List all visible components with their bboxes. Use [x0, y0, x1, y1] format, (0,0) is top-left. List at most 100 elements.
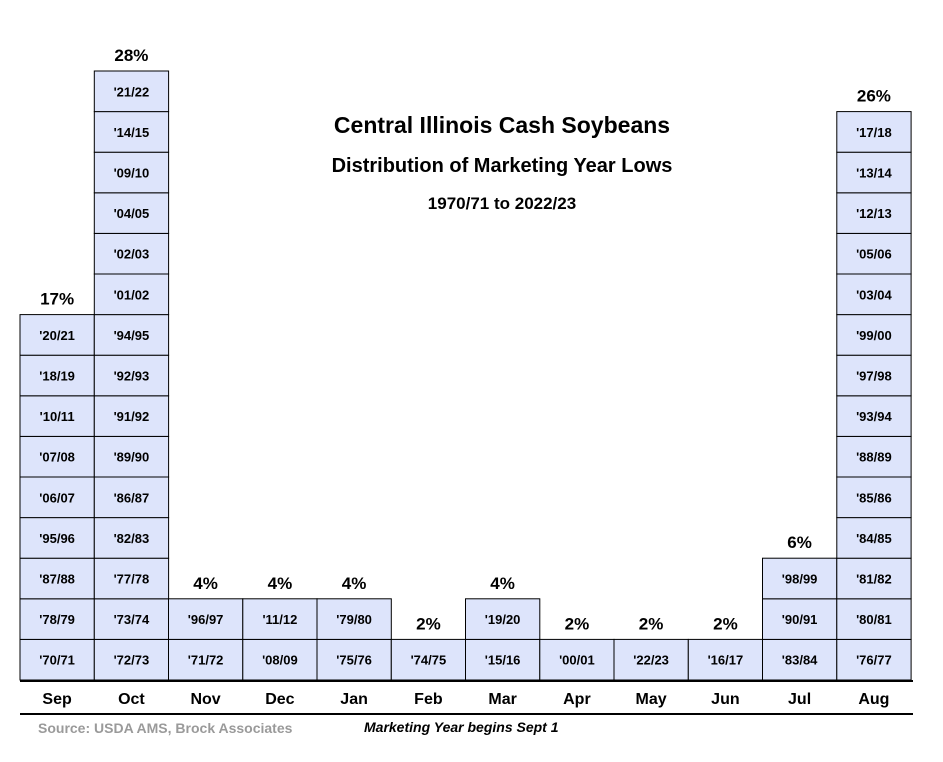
year-label: '93/94 [856, 409, 892, 424]
year-label: '17/18 [856, 125, 892, 140]
year-label: '79/80 [336, 612, 372, 627]
year-label: '02/03 [114, 247, 150, 262]
year-cell [93, 476, 170, 519]
year-label: '16/17 [708, 653, 744, 668]
year-label: '71/72 [188, 653, 224, 668]
percent-label: 2% [565, 614, 590, 633]
footer-rule [20, 713, 913, 715]
year-label: '75/76 [336, 653, 372, 668]
year-label: '07/08 [39, 450, 75, 465]
year-label: '85/86 [856, 490, 892, 505]
year-label: '10/11 [40, 409, 75, 424]
percent-label: 2% [713, 614, 738, 633]
year-label: '21/22 [114, 84, 150, 99]
year-label: '83/84 [782, 653, 818, 668]
year-label: '04/05 [114, 206, 150, 221]
year-cell [762, 598, 838, 640]
year-label: '82/83 [114, 531, 150, 546]
year-label: '76/77 [856, 653, 892, 668]
percent-label: 2% [416, 614, 441, 633]
year-label: '19/20 [485, 612, 521, 627]
source-note: Source: USDA AMS, Brock Associates [38, 720, 293, 736]
year-label: '09/10 [114, 166, 150, 181]
year-cell [93, 395, 170, 437]
year-cell [93, 232, 170, 275]
year-cell [93, 354, 170, 397]
month-tick-label: Apr [563, 691, 591, 708]
year-label: '88/89 [856, 450, 892, 465]
year-cell [316, 598, 392, 640]
percent-label: 6% [787, 533, 812, 552]
year-cell [465, 598, 541, 640]
percent-label: 26% [857, 87, 891, 106]
month-tick-label: Aug [858, 691, 889, 708]
percent-label: 2% [639, 614, 664, 633]
year-label: '87/88 [39, 572, 75, 587]
year-label: '97/98 [856, 369, 892, 384]
year-cell [93, 273, 170, 316]
year-cell [836, 111, 912, 153]
year-label: '81/82 [856, 572, 892, 587]
year-label: '80/81 [856, 612, 892, 627]
year-label: '01/02 [114, 287, 150, 302]
year-cell [465, 638, 541, 681]
year-cell [93, 638, 170, 681]
month-tick-label: Jan [340, 691, 368, 708]
year-cell [93, 435, 170, 478]
year-label: '72/73 [114, 653, 150, 668]
year-cell [836, 192, 912, 234]
year-label: '96/97 [188, 612, 224, 627]
percent-label: 4% [193, 574, 218, 593]
year-cell [836, 314, 912, 356]
year-label: '74/75 [411, 653, 447, 668]
chart-title: Central Illinois Cash Soybeans [333, 112, 671, 138]
year-cell [93, 151, 170, 194]
percent-label: 4% [490, 574, 515, 593]
year-cell [93, 314, 170, 356]
month-tick-label: Dec [265, 691, 294, 708]
year-cell [19, 354, 95, 397]
month-tick-label: May [636, 691, 667, 708]
year-cell [93, 192, 170, 234]
year-cell [762, 557, 838, 600]
year-cell [836, 273, 912, 316]
month-tick-label: Jun [711, 691, 739, 708]
year-label: '06/07 [39, 490, 75, 505]
year-label: '13/14 [856, 166, 892, 181]
year-label: '00/01 [559, 653, 595, 668]
year-cell [762, 638, 838, 681]
year-label: '20/21 [39, 328, 75, 343]
year-label: '86/87 [114, 490, 150, 505]
year-cell [19, 557, 95, 600]
year-label: '22/23 [633, 653, 669, 668]
year-label: '14/15 [114, 125, 150, 140]
month-tick-label: Nov [190, 691, 220, 708]
year-label: '70/71 [39, 653, 75, 668]
year-label: '89/90 [114, 450, 150, 465]
year-cell [93, 598, 170, 640]
year-cell [539, 638, 615, 681]
year-cell [168, 638, 244, 681]
year-cell [836, 232, 912, 275]
year-cell [19, 435, 95, 478]
percent-label: 17% [40, 290, 74, 309]
year-label: '08/09 [262, 653, 298, 668]
chart-period: 1970/71 to 2022/23 [427, 194, 577, 213]
percent-label: 4% [342, 574, 367, 593]
year-cell [836, 476, 912, 519]
year-cell [836, 354, 912, 397]
year-cell [836, 557, 912, 600]
year-label: '11/12 [262, 612, 297, 627]
year-cell [168, 598, 244, 640]
year-cell [836, 638, 912, 681]
year-cell [93, 517, 170, 559]
percent-label: 28% [114, 46, 148, 65]
year-cell [93, 70, 170, 113]
year-label: '94/95 [114, 328, 150, 343]
year-cell [836, 598, 912, 640]
year-label: '03/04 [856, 287, 892, 302]
year-label: '77/78 [114, 572, 150, 587]
year-cell [19, 476, 95, 519]
